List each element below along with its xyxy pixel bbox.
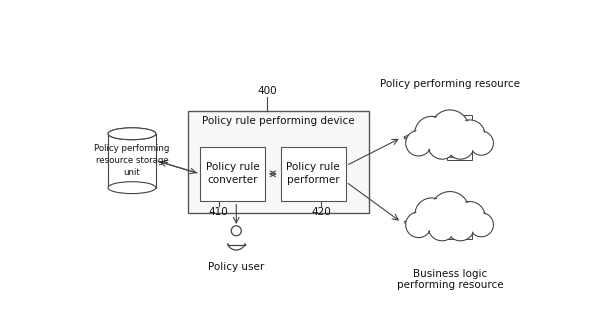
Circle shape [406,130,431,156]
Circle shape [446,213,475,241]
Circle shape [406,212,431,238]
Circle shape [429,214,455,240]
Circle shape [407,213,430,237]
Circle shape [416,118,447,149]
Circle shape [431,110,469,148]
Circle shape [455,120,485,150]
Text: Policy user: Policy user [208,262,265,272]
Bar [449,134,457,141]
Circle shape [428,213,456,241]
Text: Policy rule performing device: Policy rule performing device [202,116,355,126]
Bar [447,203,472,217]
Bar [188,111,369,213]
Text: Policy performing resource: Policy performing resource [380,79,520,89]
Bar [449,206,457,214]
Circle shape [456,203,484,231]
Circle shape [432,193,467,228]
Text: 400: 400 [257,86,277,96]
Bar [447,115,472,129]
Circle shape [470,214,493,236]
Bar [449,149,457,157]
Bar [108,134,156,188]
Circle shape [407,131,430,155]
Circle shape [469,213,493,237]
Circle shape [469,131,493,155]
Bar [447,131,472,145]
Bar [447,146,472,160]
Circle shape [448,214,473,240]
Bar [200,147,265,201]
Circle shape [448,132,473,158]
Text: Policy performing
resource storage
unit: Policy performing resource storage unit [94,145,170,177]
Bar [281,147,346,201]
Circle shape [429,132,455,158]
Ellipse shape [108,182,156,194]
Ellipse shape [108,128,156,140]
Circle shape [415,116,448,150]
Circle shape [416,199,447,230]
Text: 410: 410 [209,207,229,217]
Text: Policy rule
converter: Policy rule converter [206,162,259,185]
Bar [449,118,457,126]
Circle shape [470,132,493,154]
Bar [447,226,472,239]
Circle shape [428,131,456,159]
Circle shape [456,121,484,149]
Circle shape [446,131,475,159]
Text: Policy rule
performer: Policy rule performer [286,162,340,185]
Circle shape [431,191,469,230]
Text: Business logic
performing resource: Business logic performing resource [397,269,503,290]
Bar [449,228,457,236]
Ellipse shape [108,128,156,140]
Circle shape [415,198,448,232]
Text: 420: 420 [311,207,331,217]
Circle shape [432,111,467,147]
Circle shape [455,202,485,232]
